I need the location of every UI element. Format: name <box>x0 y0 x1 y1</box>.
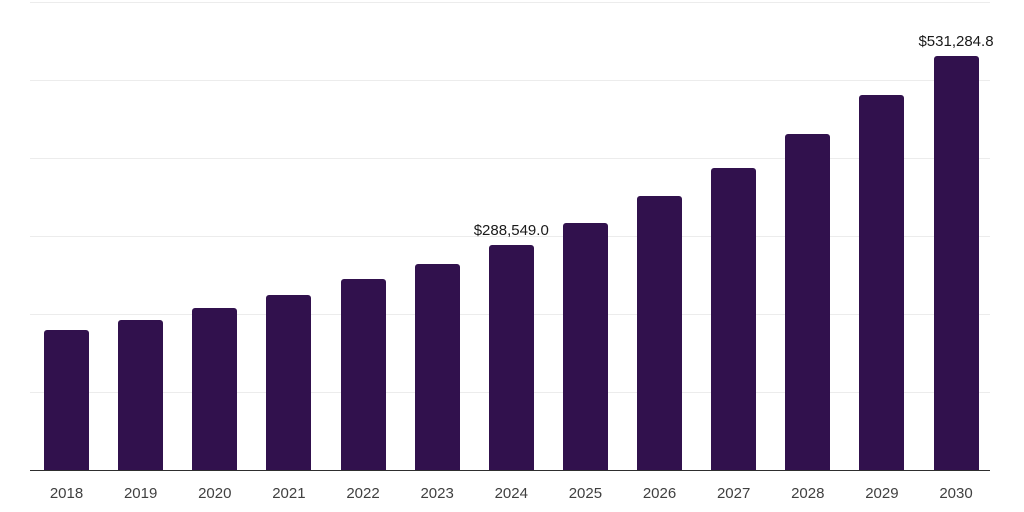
data-label-2024: $288,549.0 <box>473 221 549 239</box>
bar-2022 <box>340 278 386 470</box>
bar-2020 <box>192 307 238 470</box>
bar-2029 <box>859 94 905 470</box>
bar-2025 <box>562 222 608 470</box>
bar-2018 <box>44 329 89 470</box>
bar-2023 <box>414 264 460 470</box>
x-tick-label-2021: 2021 <box>272 485 306 502</box>
gridline <box>30 80 990 81</box>
bar-2019 <box>118 320 164 470</box>
x-tick-label-2026: 2026 <box>642 485 677 502</box>
bar-2028 <box>785 133 831 470</box>
bar-2027 <box>711 167 757 470</box>
x-axis-line <box>30 470 990 471</box>
bar-2030 <box>933 55 979 470</box>
bar-2026 <box>637 195 682 470</box>
x-tick-label-2020: 2020 <box>198 485 232 502</box>
x-tick-label-2018: 2018 <box>49 485 84 502</box>
bar-2024 <box>488 244 534 470</box>
x-tick-label-2024: 2024 <box>494 485 528 502</box>
x-tick-label-2019: 2019 <box>123 485 158 502</box>
x-tick-label-2022: 2022 <box>346 485 380 502</box>
x-tick-label-2023: 2023 <box>420 485 454 502</box>
x-tick-label-2028: 2028 <box>791 485 825 502</box>
data-label-2030: $531,284.8 <box>918 32 994 50</box>
gridline <box>30 2 990 3</box>
x-tick-label-2030: 2030 <box>939 485 973 502</box>
gridline <box>30 158 990 159</box>
x-tick-label-2029: 2029 <box>865 485 899 502</box>
x-tick-label-2027: 2027 <box>716 485 751 502</box>
x-tick-label-2025: 2025 <box>568 485 603 502</box>
bar-2021 <box>266 294 312 470</box>
